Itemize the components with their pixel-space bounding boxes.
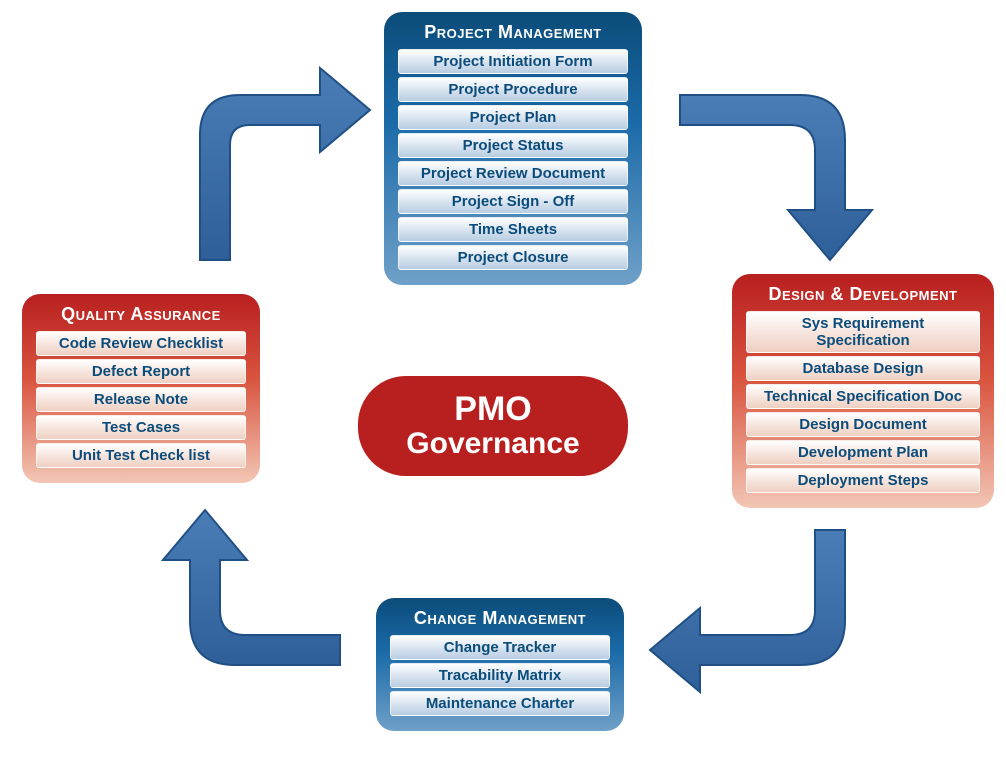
list-item: Design Document [746, 412, 980, 437]
list-item: Database Design [746, 356, 980, 381]
arrow-dd-to-cm [650, 530, 845, 692]
list-item: Project Sign - Off [398, 189, 628, 214]
card-change-management: Change Management Change Tracker Tracabi… [376, 598, 624, 731]
card-title-project-management: Project Management [394, 22, 632, 43]
arrow-cm-to-qa [163, 510, 340, 665]
list-item: Project Closure [398, 245, 628, 270]
list-item: Project Procedure [398, 77, 628, 102]
list-item: Project Plan [398, 105, 628, 130]
list-item: Unit Test Check list [36, 443, 246, 468]
card-title-change-management: Change Management [386, 608, 614, 629]
list-item: Release Note [36, 387, 246, 412]
card-title-design-development: Design & Development [742, 284, 984, 305]
list-item: Code Review Checklist [36, 331, 246, 356]
center-title-line2: Governance [358, 428, 628, 460]
center-title-line1: PMO [358, 392, 628, 428]
arrow-pm-to-dd [680, 95, 872, 260]
list-item: Project Status [398, 133, 628, 158]
list-item: Sys Requirement Specification [746, 311, 980, 353]
list-item: Time Sheets [398, 217, 628, 242]
arrow-qa-to-pm [200, 68, 370, 260]
center-pill: PMO Governance [358, 376, 628, 476]
list-item: Technical Specification Doc [746, 384, 980, 409]
list-item: Project Initiation Form [398, 49, 628, 74]
list-item: Deployment Steps [746, 468, 980, 493]
list-item: Tracability Matrix [390, 663, 610, 688]
list-item: Development Plan [746, 440, 980, 465]
list-item: Test Cases [36, 415, 246, 440]
card-project-management: Project Management Project Initiation Fo… [384, 12, 642, 285]
list-item: Change Tracker [390, 635, 610, 660]
list-item: Project Review Document [398, 161, 628, 186]
card-quality-assurance: Quality Assurance Code Review Checklist … [22, 294, 260, 483]
card-title-quality-assurance: Quality Assurance [32, 304, 250, 325]
list-item: Defect Report [36, 359, 246, 384]
list-item: Maintenance Charter [390, 691, 610, 716]
card-design-development: Design & Development Sys Requirement Spe… [732, 274, 994, 508]
